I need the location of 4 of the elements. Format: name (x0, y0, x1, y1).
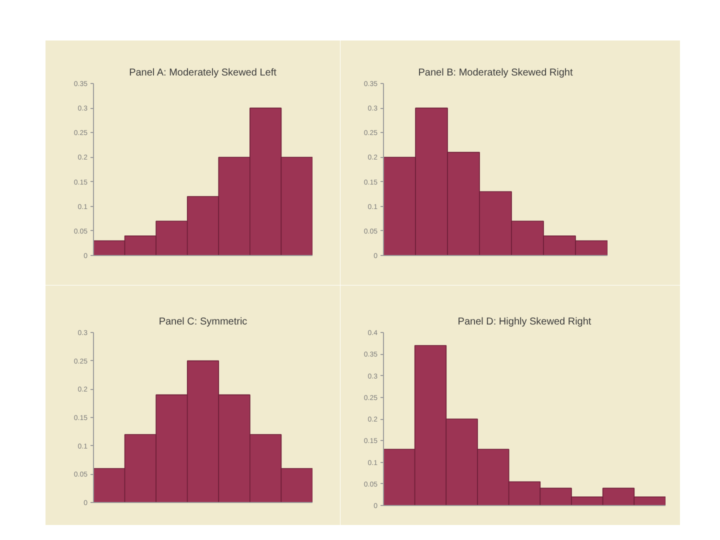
chart-title: Panel D: Highly Skewed Right (458, 316, 592, 328)
chart-title: Panel B: Moderately Skewed Right (418, 68, 573, 78)
chart-title: Panel C: Symmetric (158, 316, 248, 328)
chart-title: Panel A: Moderately Skewed Left (129, 68, 277, 78)
